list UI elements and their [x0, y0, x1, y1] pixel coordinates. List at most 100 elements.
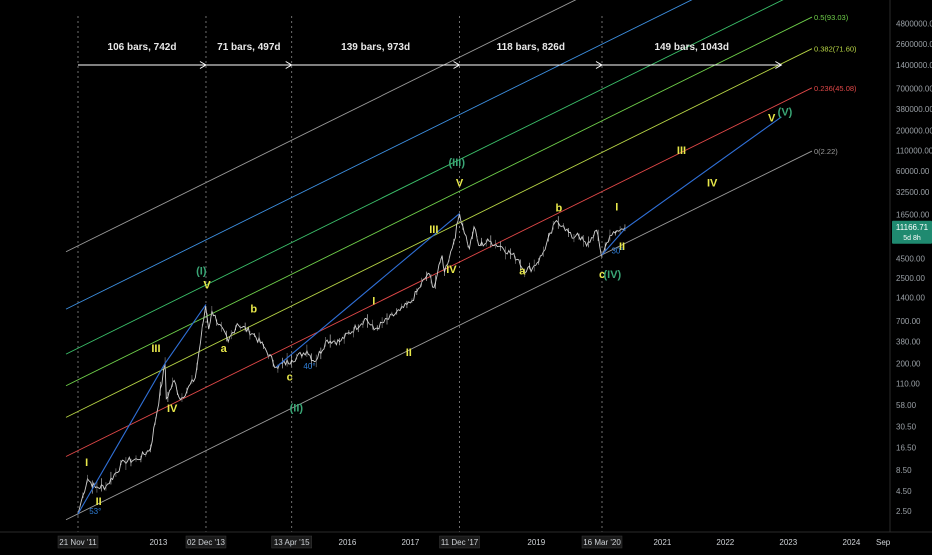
- range-arrowhead-1: [285, 61, 293, 69]
- x-tick-label-4: 2021: [653, 538, 671, 547]
- range-divider-lines: [77, 16, 603, 532]
- wave-label-5: (I): [196, 265, 207, 277]
- price-badge-countdown: 5d 8h: [903, 235, 921, 242]
- angle-label-2: 30°: [611, 247, 623, 256]
- y-axis[interactable]: 4800000.00 2600000.00 1400000.00 700000.00 3…: [889, 0, 932, 532]
- wave-label-0: I: [85, 457, 88, 469]
- wave-label-21: II: [619, 241, 625, 253]
- x-date-label-3: 11 Dec '17: [441, 538, 479, 547]
- wave-label-4: V: [203, 279, 211, 291]
- fib-label-0: 0(2.22): [814, 147, 838, 156]
- wave-label-15: (III): [449, 157, 466, 169]
- wave-labels: IIIIIIIVV(I)abc(II)IIIIIIIVV(III)abc(IV)…: [85, 107, 793, 508]
- price-badge-box: [892, 220, 932, 244]
- x-date-box-1: [185, 535, 227, 549]
- y-tick-label-10: 16500.00: [896, 211, 930, 220]
- x-tick-label-6: 2023: [779, 538, 797, 547]
- wave-label-16: a: [519, 265, 526, 277]
- fib-line-5: [65, 0, 693, 310]
- wave-label-1: II: [96, 496, 102, 508]
- x-date-label-0: 21 Nov '11: [59, 538, 97, 547]
- y-tick-label-9: 32500.00: [896, 188, 930, 197]
- fib-label-1: 0.236(45.08): [814, 84, 857, 93]
- x-date-box-2: [271, 535, 312, 549]
- wave-label-18: c: [599, 269, 605, 281]
- y-tick-label-7: 110000.00: [896, 147, 932, 156]
- bar-ranges: 106 bars, 742d 71 bars, 497d 139 bars, 973…: [78, 42, 783, 69]
- wave-label-6: a: [221, 343, 228, 355]
- y-tick-label-16: 380.00: [896, 338, 921, 347]
- trend-lines: [77, 116, 782, 515]
- wave-label-12: III: [429, 224, 438, 236]
- current-price-badge: 11166.71 5d 8h: [892, 220, 932, 244]
- y-tick-label-24: 2.50: [896, 507, 912, 516]
- wave-label-22: III: [677, 145, 686, 157]
- wave-label-14: V: [456, 177, 464, 189]
- wave-label-10: I: [372, 295, 375, 307]
- wave-label-25: (V): [778, 107, 793, 119]
- trend-line-2: [601, 116, 782, 256]
- x-axis[interactable]: 2013 2016 2017 2019 2021 2022 2023 2024 Sep 21 No…: [0, 531, 932, 549]
- x-date-box-0: [57, 535, 99, 549]
- trend-line-1: [276, 213, 460, 368]
- fib-label-2: 0.382(71.60): [814, 45, 857, 54]
- y-tick-label-19: 58.00: [896, 401, 917, 410]
- wave-label-20: I: [615, 202, 618, 214]
- wave-label-19: (IV): [603, 269, 621, 281]
- price-series: [77, 213, 626, 517]
- wave-label-9: (II): [290, 402, 304, 414]
- range-arrowhead-0: [199, 61, 207, 69]
- y-tick-label-15: 700.00: [896, 317, 921, 326]
- wave-label-3: IV: [167, 403, 178, 415]
- y-tick-label-18: 110.00: [896, 379, 920, 388]
- y-tick-label-5: 380000.00: [896, 105, 932, 114]
- range-arrowhead-4: [775, 61, 783, 69]
- wave-label-13: IV: [446, 264, 457, 276]
- fib-channel: 0(2.22) 0.236(45.08) 0.382(71.60) 0.5(93.03…: [65, 0, 857, 521]
- fib-line-2: [65, 48, 813, 418]
- y-tick-label-14: 1400.00: [896, 294, 925, 303]
- wave-label-8: c: [287, 372, 293, 384]
- wave-label-11: II: [406, 347, 412, 359]
- y-tick-label-4: 700000.00: [896, 84, 932, 93]
- y-tick-label-3: 1400000.00: [896, 61, 932, 70]
- x-tick-label-8: Sep: [876, 538, 891, 547]
- fib-line-4: [65, 0, 784, 355]
- price-line: [77, 213, 626, 514]
- x-tick-label-2: 2017: [401, 538, 419, 547]
- x-tick-label-0: 2013: [149, 538, 167, 547]
- y-tick-label-21: 16.50: [896, 443, 917, 452]
- fib-line-3: [65, 16, 813, 387]
- range-label-4: 149 bars, 1043d: [654, 42, 729, 53]
- range-label-3: 118 bars, 826d: [497, 42, 565, 53]
- x-tick-label-7: 2024: [843, 538, 861, 547]
- y-tick-label-17: 200.00: [896, 359, 921, 368]
- y-tick-label-8: 60000.00: [896, 167, 930, 176]
- x-tick-label-3: 2019: [527, 538, 545, 547]
- angle-label-1: 40°: [303, 362, 315, 371]
- y-tick-label-23: 4.50: [896, 487, 912, 496]
- y-tick-label-2: 2600000.00: [896, 40, 932, 49]
- fib-label-3: 0.5(93.03): [814, 13, 849, 22]
- x-date-label-2: 13 Apr '15: [274, 538, 310, 547]
- trend-line-0: [77, 304, 207, 515]
- x-date-box-3: [439, 535, 480, 549]
- range-label-0: 106 bars, 742d: [108, 42, 177, 53]
- angle-annotations: 53° 40° 30°: [89, 247, 623, 516]
- fib-line-6: [65, 0, 577, 253]
- price-badge-value: 11166.71: [896, 223, 929, 232]
- y-tick-label-20: 30.50: [896, 423, 917, 432]
- x-date-label-4: 16 Mar '20: [583, 538, 621, 547]
- wave-label-17: b: [556, 203, 563, 215]
- range-label-2: 139 bars, 973d: [341, 42, 410, 53]
- y-tick-label-6: 200000.00: [896, 127, 932, 136]
- y-tick-label-22: 8.50: [896, 466, 912, 475]
- range-label-1: 71 bars, 497d: [217, 42, 280, 53]
- x-tick-label-5: 2022: [716, 538, 734, 547]
- angle-label-0: 53°: [89, 507, 101, 516]
- x-date-label-1: 02 Dec '13: [187, 538, 226, 547]
- range-arrowhead-3: [595, 61, 603, 69]
- x-date-box-4: [581, 535, 623, 549]
